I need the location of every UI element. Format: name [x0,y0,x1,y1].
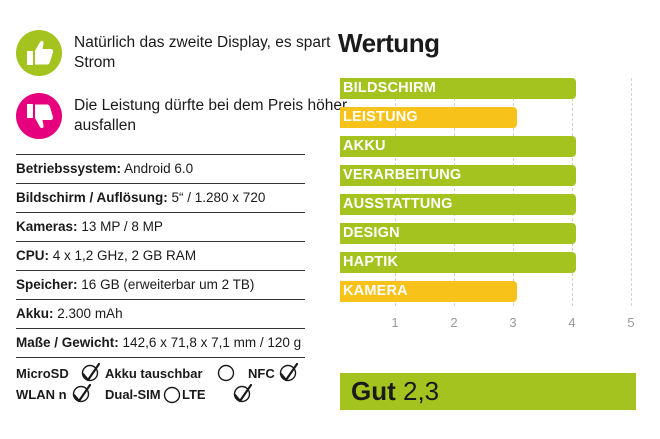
bar-ausstattung: AUSSTATTUNG [340,194,576,215]
spec-value: 5“ / 1.280 x 720 [171,190,266,205]
rating-result: Gut 2,3 [340,373,636,410]
bar-leistung: LEISTUNG [340,107,517,128]
gridline [631,78,632,306]
spec-row-display: Bildschirm / Auflösung: 5“ / 1.280 x 720 [16,183,305,212]
spec-label: Kameras: [16,219,78,234]
feature-akku-label: Akku tauschbar [105,366,203,381]
spec-label: Akku: [16,306,54,321]
bar-label: BILDSCHIRM [343,80,437,96]
thumbs-up-icon [16,30,62,76]
spec-divider [16,357,305,358]
bar-label: KAMERA [343,283,408,299]
spec-value: 2.300 mAh [57,306,123,321]
spec-label: CPU: [16,248,49,263]
spec-row-battery: Akku: 2.300 mAh [16,299,305,328]
bar-verarbeitung: VERARBEITUNG [340,165,576,186]
bar-label: LEISTUNG [343,109,418,125]
thumbs-down-icon [16,93,62,139]
feature-dualsim-label: Dual-SIM [105,387,161,402]
spec-value: 4 x 1,2 GHz, 2 GB RAM [52,248,197,263]
bar-bildschirm: BILDSCHIRM [340,78,576,99]
spec-label: Speicher: [16,277,78,292]
spec-row-storage: Speicher: 16 GB (erweiterbar um 2 TB) [16,270,305,299]
x-tick-label: 5 [627,315,635,330]
x-tick-label: 1 [391,315,399,330]
bar-label: VERARBEITUNG [343,167,462,183]
check-icon [278,362,299,383]
bar-label: AKKU [343,138,386,154]
spec-value: 142,6 x 71,8 x 7,1 mm / 120 g [122,335,302,350]
spec-row-cpu: CPU: 4 x 1,2 GHz, 2 GB RAM [16,241,305,270]
spec-row-cameras: Kameras: 13 MP / 8 MP [16,212,305,241]
gridline [572,78,573,306]
gridline [454,78,455,306]
check-icon [71,383,92,404]
cons-badge [16,93,62,139]
feature-nfc-label: NFC [248,366,275,381]
spec-row-os: Betriebssystem: Android 6.0 [16,154,305,183]
x-tick-label: 3 [509,315,517,330]
gridline [513,78,514,306]
spec-label: Maße / Gewicht: [16,335,119,350]
rating-score: 2,3 [403,376,440,406]
feature-wlan-label: WLAN n [16,387,67,402]
spec-value: 16 GB (erweiterbar um 2 TB) [81,277,255,292]
x-tick-label: 4 [568,315,576,330]
bar-label: AUSSTATTUNG [343,196,453,212]
bar-label: HAPTIK [343,254,399,270]
cons-text: Die Leistung dürfte bei dem Preis höher … [74,97,348,134]
pros-badge [16,30,62,76]
rating-heading: Wertung [338,28,440,58]
circle-icon [216,363,236,383]
gridline [395,78,396,306]
check-icon [232,383,253,404]
bar-haptik: HAPTIK [340,252,576,273]
bar-akku: AKKU [340,136,576,157]
spec-label: Bildschirm / Auflösung: [16,190,168,205]
feature-lte-label: LTE [182,387,206,402]
x-tick-label: 2 [450,315,458,330]
bar-label: DESIGN [343,225,400,241]
rating-verdict: Gut [351,376,396,406]
rating-chart: BILDSCHIRM LEISTUNG AKKU VERARBEITUNG AUSSTA… [340,78,640,330]
spec-label: Betriebssystem: [16,161,122,176]
spec-value: 13 MP / 8 MP [81,219,163,234]
bar-kamera: KAMERA [340,281,517,302]
circle-icon [162,385,182,405]
pros-text: Natürlich das zweite Display, es spart S… [74,34,331,71]
feature-microsd-label: MicroSD [16,366,69,381]
bar-design: DESIGN [340,223,576,244]
check-icon [80,362,101,383]
spec-value: Android 6.0 [124,161,194,176]
spec-row-dimensions: Maße / Gewicht: 142,6 x 71,8 x 7,1 mm / … [16,328,305,357]
